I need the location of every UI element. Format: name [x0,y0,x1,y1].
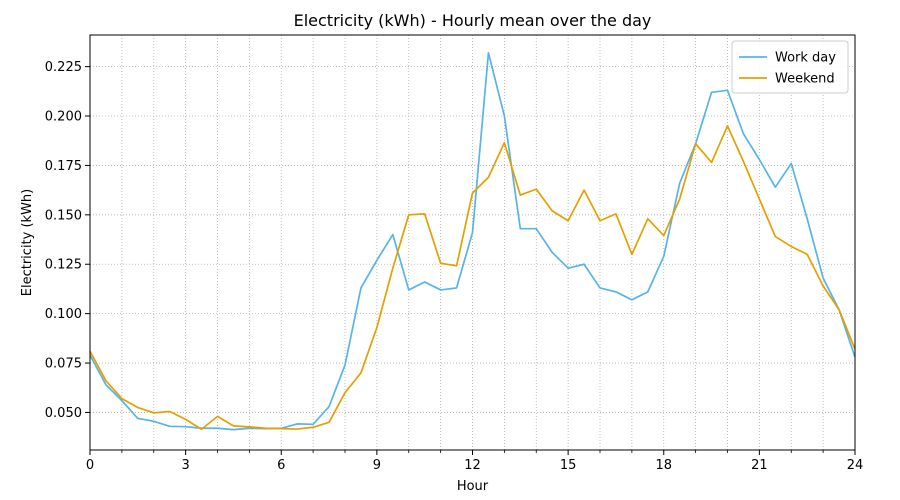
x-tick-label: 24 [847,458,864,473]
series-line-weekend [89,125,856,431]
x-tick-label: 9 [373,458,381,473]
y-tick-label: 0.050 [45,406,82,421]
legend-entry: Work day [775,51,836,66]
x-tick-label: 12 [464,458,481,473]
legend-box [731,40,849,94]
y-axis-label: Electricity (kWh) [20,189,35,296]
axis-ticks: 0 3 6 9 12 15 18 21 24 0.050 0.075 0.100 0.125 0.150 0… [45,60,863,473]
y-tick-label: 0.200 [45,110,82,125]
x-tick-label: 18 [655,458,672,473]
x-tick-label: 6 [277,458,285,473]
x-tick-label: 3 [181,458,189,473]
y-tick-label: 0.150 [45,208,82,223]
grid [89,35,856,450]
chart-title: Electricity (kWh) - Hourly mean over the… [294,11,652,30]
series-lines [89,51,856,431]
y-tick-label: 0.125 [45,258,82,273]
y-tick-label: 0.100 [45,307,82,322]
x-axis-label: Hour [457,479,489,494]
y-tick-label: 0.225 [45,60,82,75]
y-tick-label: 0.075 [45,357,82,372]
series-line-work-day [89,51,856,431]
legend: Work day Weekend [731,40,849,94]
x-tick-label: 0 [86,458,94,473]
x-tick-label: 15 [560,458,577,473]
x-tick-label: 21 [751,458,768,473]
legend-entry: Weekend [775,72,835,87]
y-tick-label: 0.175 [45,159,82,174]
